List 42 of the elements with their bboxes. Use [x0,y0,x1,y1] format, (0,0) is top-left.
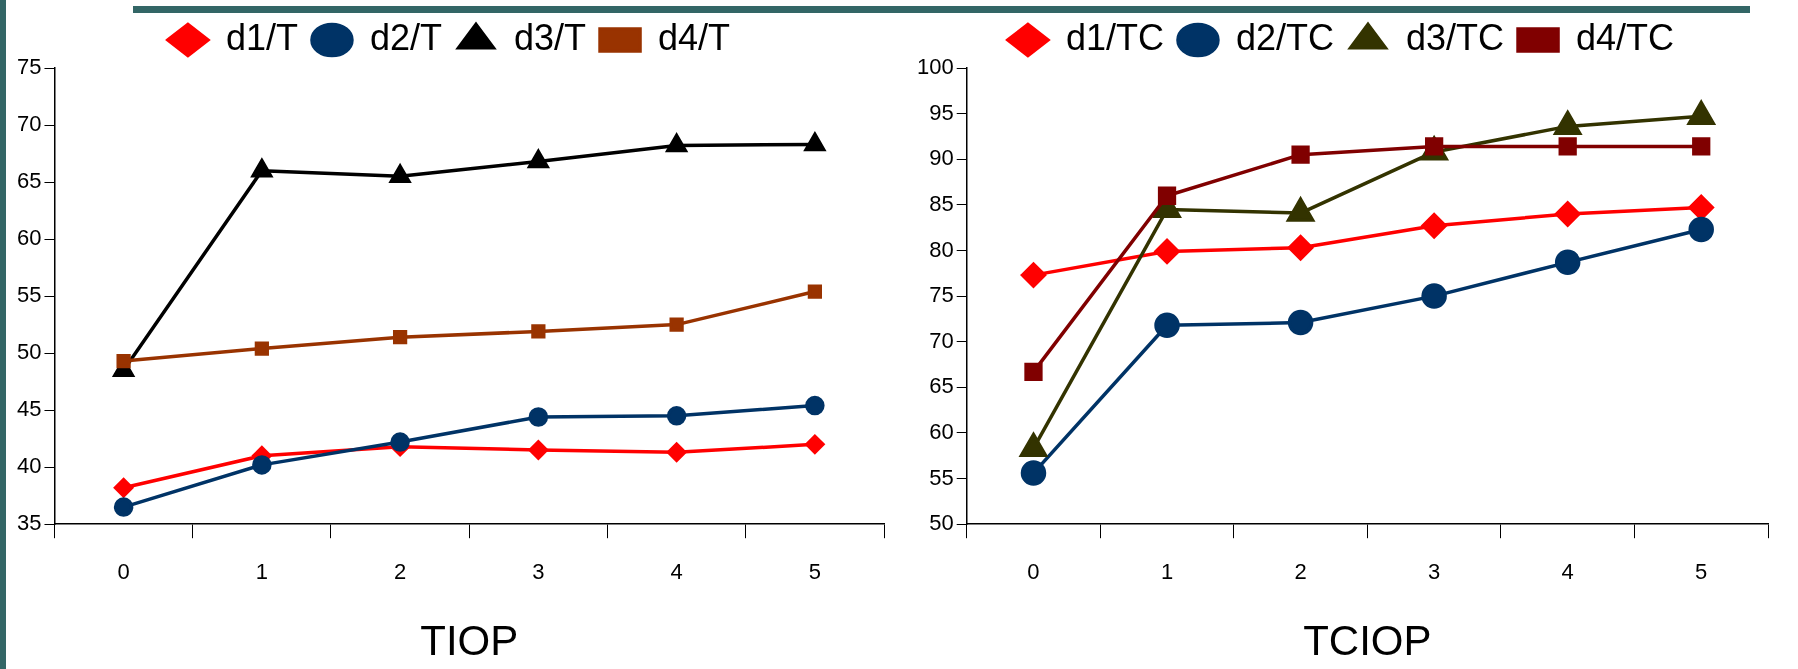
x-tick-label: 3 [532,559,545,585]
y-tick-label: 65 [16,168,42,194]
legend-label: d4/TC [1576,16,1675,58]
y-tick-label: 55 [16,282,42,308]
y-tick-label: 70 [929,327,954,353]
legend-label: d3/T [514,16,587,58]
x-tick-label: 2 [1294,559,1307,585]
y-tick-label: 70 [16,111,42,137]
y-tick-label: 100 [916,54,954,80]
y-tick-label: 90 [929,145,954,171]
y-tick-label: 60 [16,225,42,251]
x-axis-title: TCIOP [1303,617,1432,665]
y-tick-label: 80 [929,236,954,262]
legend-label: d1/T [225,16,298,58]
legend-label: d4/T [658,16,731,58]
y-tick-label: 85 [929,190,954,216]
legend-label: d3/TC [1406,16,1505,58]
x-axis-title: TIOP [420,617,519,665]
legend-label: d2/T [369,16,443,58]
x-tick-label: 1 [255,559,268,585]
y-tick-label: 50 [929,510,954,536]
x-tick-label: 1 [1160,559,1174,585]
x-tick-label: 4 [670,559,683,585]
x-tick-label: 5 [808,559,821,585]
y-tick-label: 40 [16,453,42,479]
x-tick-label: 3 [1428,559,1441,585]
y-tick-label: 60 [929,419,954,445]
y-tick-label: 50 [16,339,42,365]
y-tick-label: 35 [16,510,42,536]
legend-label: d1/TC [1065,16,1164,58]
y-tick-label: 75 [16,54,42,80]
y-tick-label: 45 [16,396,42,422]
y-tick-label: 95 [929,99,954,125]
legend-label: d2/TC [1235,16,1335,58]
x-tick-label: 0 [117,559,130,585]
x-tick-label: 2 [393,559,407,585]
y-tick-label: 65 [929,373,954,399]
x-tick-label: 4 [1561,559,1574,585]
y-tick-label: 75 [929,282,954,308]
x-tick-label: 5 [1695,559,1708,585]
y-tick-label: 55 [929,464,954,490]
x-tick-label: 0 [1027,559,1040,585]
